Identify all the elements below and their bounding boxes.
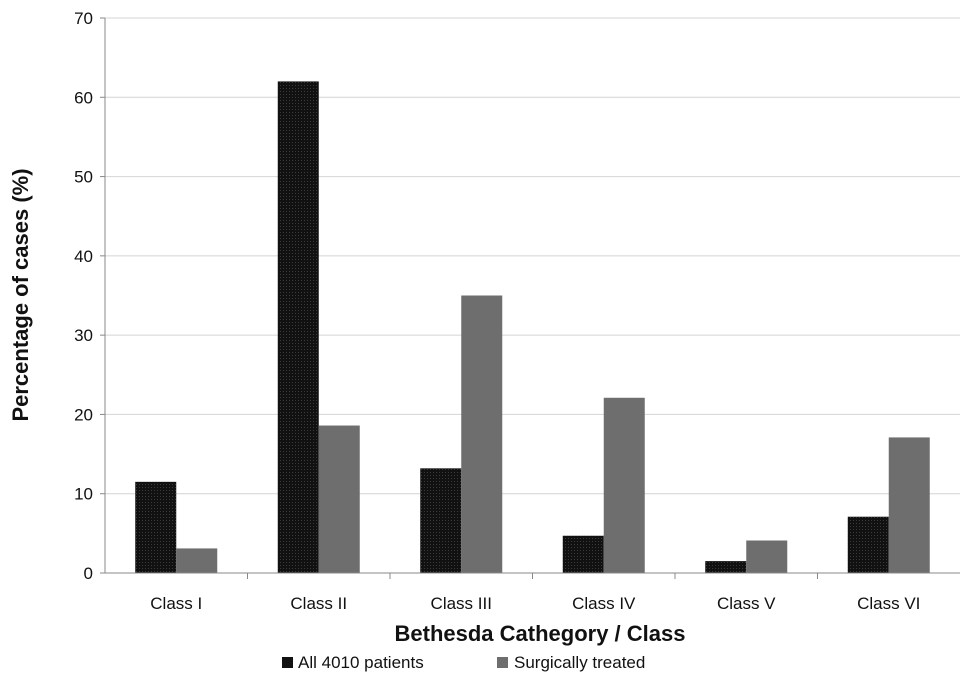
- y-tick-label: 20: [74, 405, 93, 424]
- y-tick-label: 10: [74, 485, 93, 504]
- y-axis-title: Percentage of cases (%): [8, 168, 33, 421]
- bar-all-patients-6: [847, 516, 889, 573]
- x-tick-label: Class II: [290, 594, 347, 613]
- bar-surgically-treated-4: [603, 397, 645, 573]
- gridlines: [105, 17, 960, 495]
- legend-swatch: [282, 657, 293, 668]
- bar-surgically-treated-3: [461, 295, 503, 573]
- y-tick-label: 0: [84, 564, 93, 583]
- bar-surgically-treated-5: [746, 540, 788, 573]
- x-tick-label: Class VI: [857, 594, 920, 613]
- bar-surgically-treated-1: [176, 548, 218, 573]
- bar-all-patients-5: [705, 561, 747, 573]
- y-tick-label: 50: [74, 168, 93, 187]
- bars: [135, 81, 930, 573]
- legend-label: Surgically treated: [514, 653, 645, 672]
- legend-label: All 4010 patients: [298, 653, 424, 672]
- x-tick-label: Class V: [717, 594, 776, 613]
- axes: 0 10 20 30 40 50 60 70 Class I Class II Class III C…: [74, 9, 960, 613]
- bar-all-patients-4: [562, 535, 604, 573]
- bar-all-patients-2: [277, 81, 319, 573]
- bar-surgically-treated-6: [888, 437, 930, 573]
- x-axis-title: Bethesda Cathegory / Class: [395, 621, 686, 646]
- y-tick-label: 40: [74, 247, 93, 266]
- x-tick-label: Class I: [150, 594, 202, 613]
- bar-surgically-treated-2: [318, 425, 360, 573]
- legend-swatch: [497, 657, 508, 668]
- x-tick-label: Class IV: [572, 594, 636, 613]
- y-tick-label: 70: [74, 9, 93, 28]
- x-tick-label: Class III: [431, 594, 492, 613]
- y-tick-label: 60: [74, 88, 93, 107]
- bar-all-patients-3: [420, 468, 462, 573]
- bar-all-patients-1: [135, 481, 177, 573]
- legend: All 4010 patients Surgically treated: [282, 653, 645, 672]
- y-tick-label: 30: [74, 326, 93, 345]
